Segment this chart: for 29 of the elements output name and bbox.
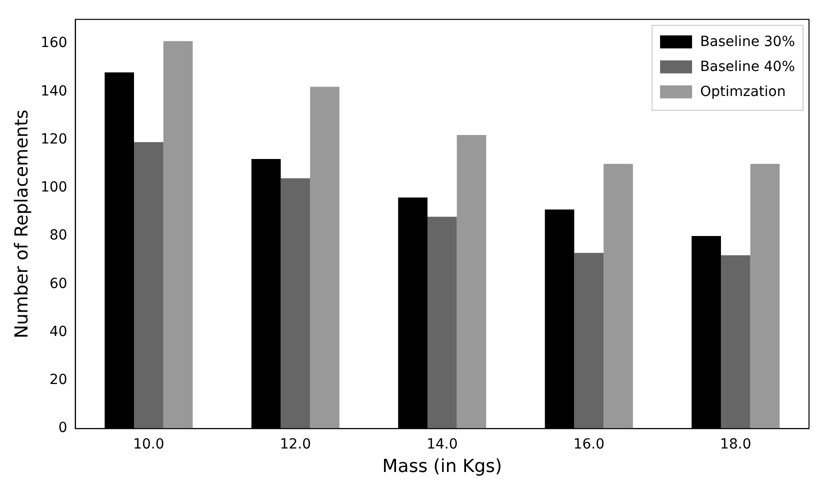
x-tick-label: 14.0	[426, 436, 458, 453]
y-tick-label: 160	[40, 35, 68, 52]
y-tick-label: 60	[49, 276, 68, 292]
bar	[750, 164, 780, 429]
y-tick-label: 40	[49, 324, 68, 340]
x-tick-label: 10.0	[133, 436, 164, 453]
y-axis-title: Number of Replacements	[11, 110, 32, 338]
y-tick-label: 140	[40, 83, 68, 100]
legend-label: Baseline 40%	[700, 59, 796, 76]
bar	[280, 178, 310, 429]
bar	[163, 41, 193, 429]
y-tick-label: 100	[40, 180, 68, 196]
x-tick-label: 18.0	[720, 436, 752, 453]
y-tick-label: 20	[49, 372, 68, 388]
bar	[720, 255, 750, 429]
x-tick-label: 16.0	[573, 436, 604, 453]
bar	[574, 252, 604, 429]
x-axis-title: Mass (in Kgs)	[382, 456, 502, 477]
bar	[427, 216, 457, 429]
y-tick-label: 80	[49, 228, 68, 244]
bar	[134, 142, 164, 429]
x-tick-label: 12.0	[280, 436, 312, 453]
y-tick-label: 0	[58, 420, 68, 436]
bar	[456, 134, 486, 429]
legend-label: Optimzation	[700, 84, 786, 100]
legend-label: Baseline 30%	[700, 34, 796, 50]
bar	[604, 164, 633, 429]
y-tick-label: 120	[40, 131, 68, 148]
bar	[310, 86, 340, 429]
